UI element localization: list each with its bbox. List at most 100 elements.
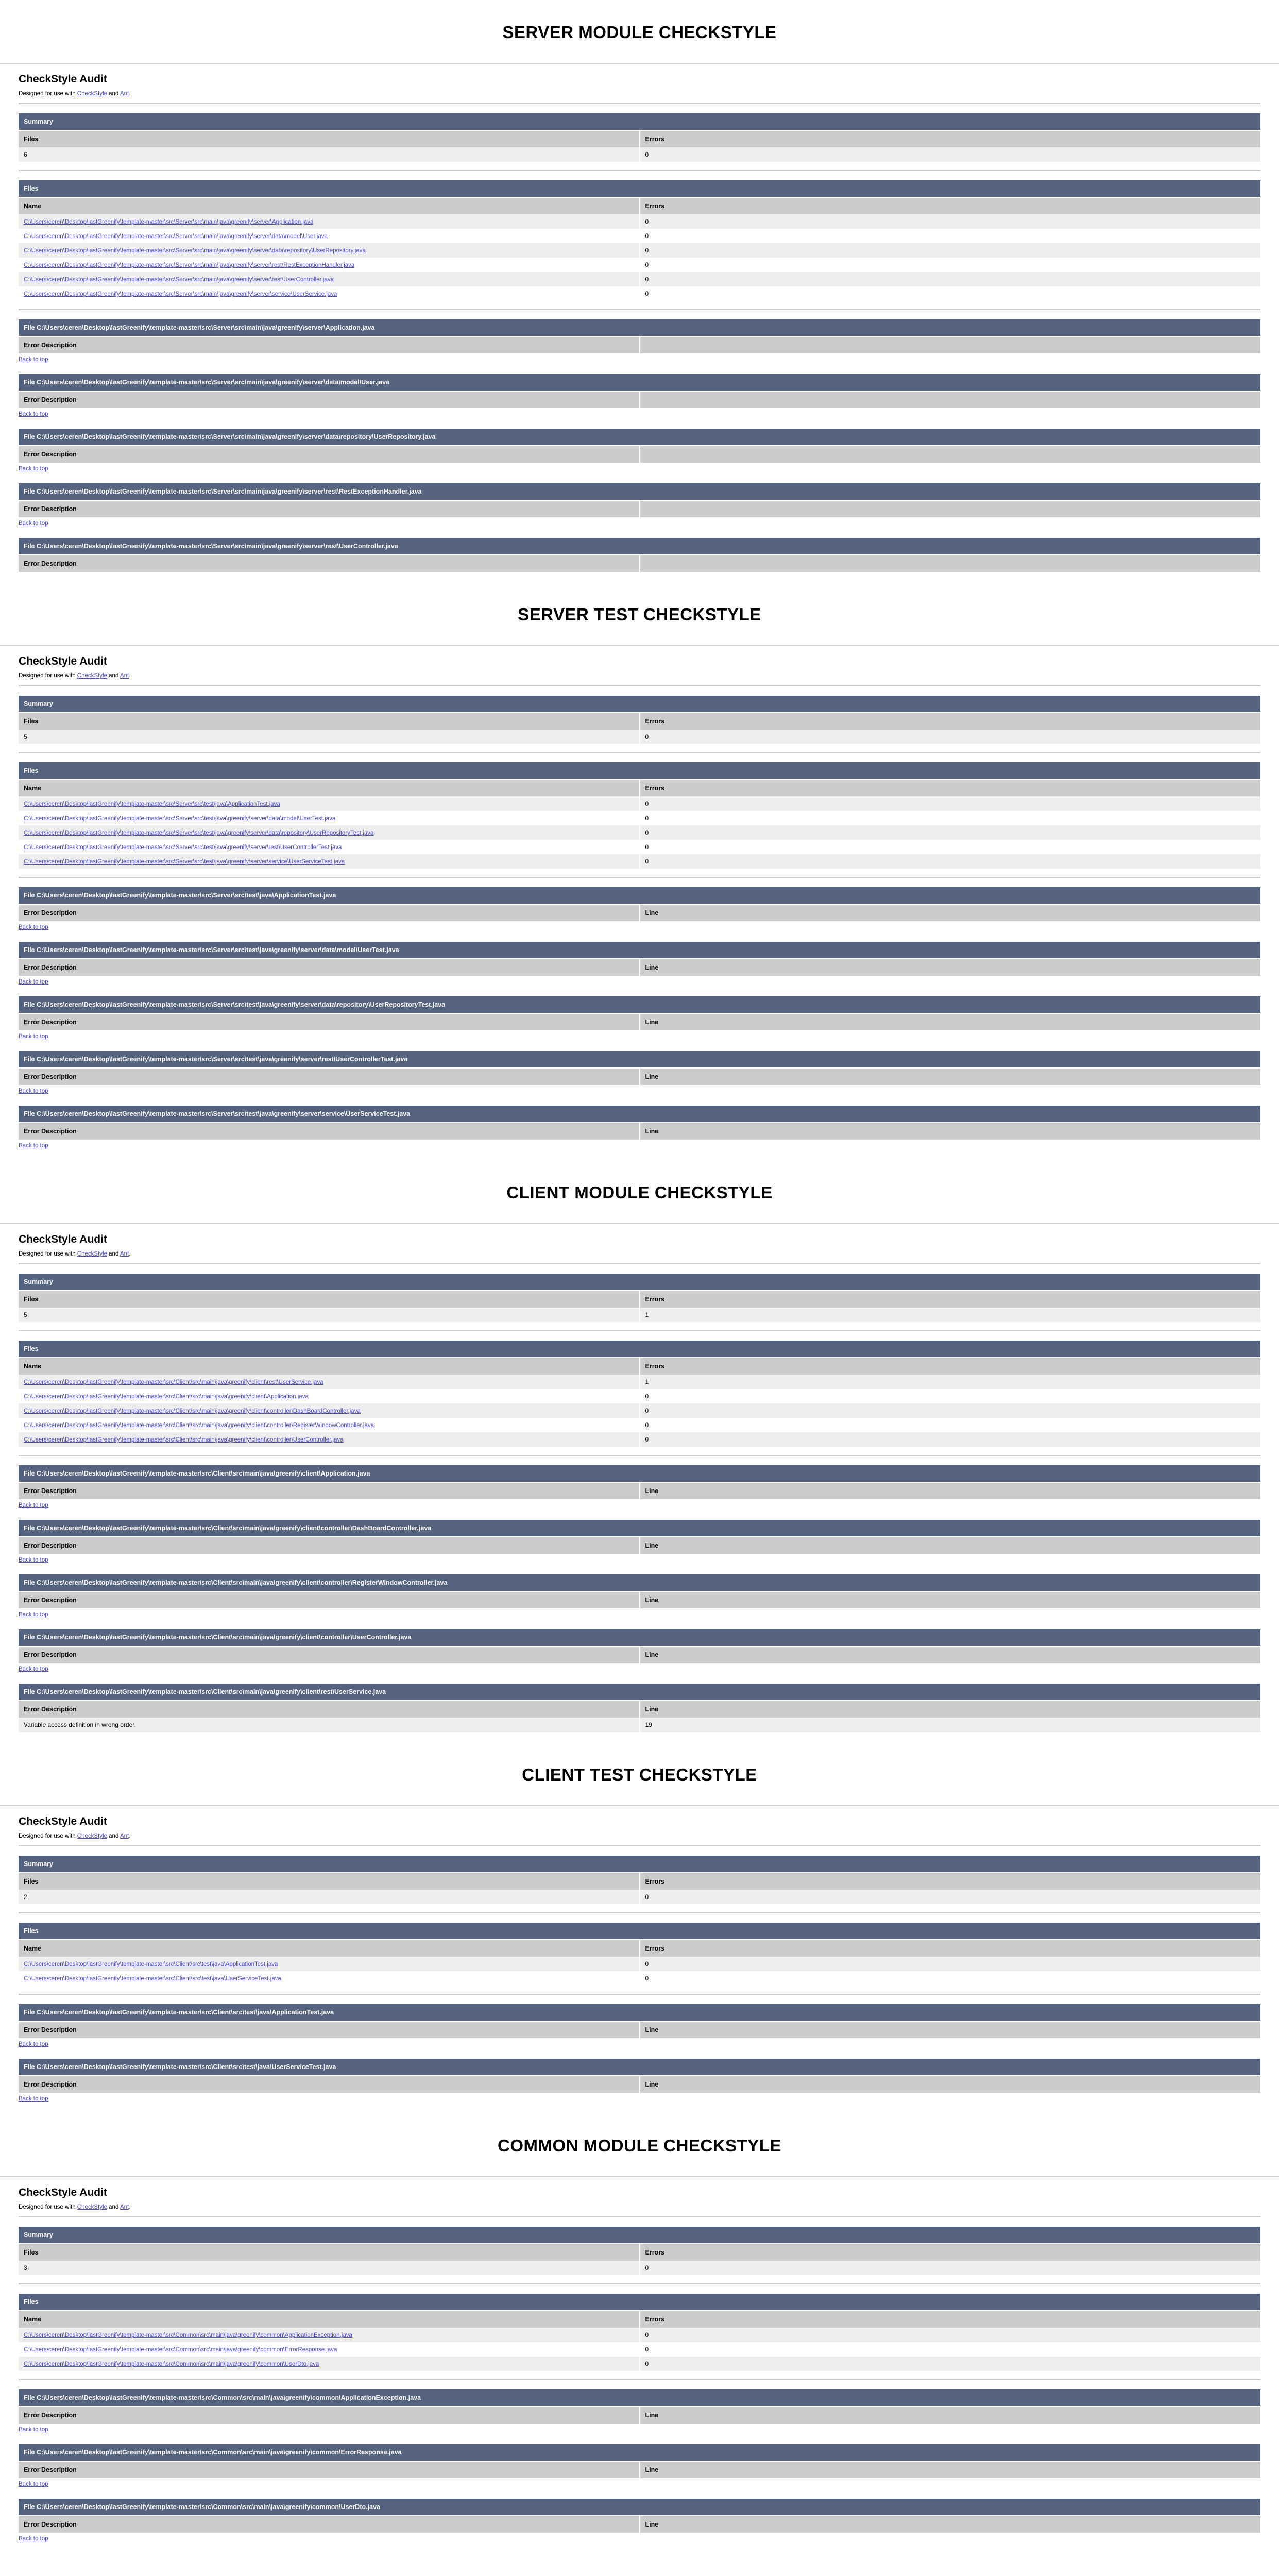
file-detail-path-label: File C:\Users\ceren\Desktop\lastGreenify… — [19, 1684, 1260, 1701]
file-path-link[interactable]: C:\Users\ceren\Desktop\lastGreenify\temp… — [24, 1379, 323, 1385]
col-line: Line — [639, 2516, 1260, 2533]
file-detail-path: C:\Users\ceren\Desktop\lastGreenify\temp… — [37, 1110, 411, 1117]
file-name-cell: C:\Users\ceren\Desktop\lastGreenify\temp… — [19, 286, 640, 301]
audit-subtitle: Designed for use with CheckStyle and Ant… — [19, 91, 1260, 97]
file-path-link[interactable]: C:\Users\ceren\Desktop\lastGreenify\temp… — [24, 1422, 374, 1429]
checkstyle-link[interactable]: CheckStyle — [77, 91, 107, 97]
file-path-link[interactable]: C:\Users\ceren\Desktop\lastGreenify\temp… — [24, 248, 366, 254]
file-path-link[interactable]: C:\Users\ceren\Desktop\lastGreenify\temp… — [24, 219, 314, 225]
checkstyle-link[interactable]: CheckStyle — [77, 2204, 107, 2210]
file-detail-header-row: Error Description — [19, 446, 1260, 463]
file-path-link[interactable]: C:\Users\ceren\Desktop\lastGreenify\temp… — [24, 1961, 278, 1968]
file-detail-block: File C:\Users\ceren\Desktop\lastGreenify… — [19, 319, 1260, 364]
file-name-cell: C:\Users\ceren\Desktop\lastGreenify\temp… — [19, 2357, 640, 2371]
back-to-top-link[interactable]: Back to top — [19, 2427, 48, 2433]
file-path-link[interactable]: C:\Users\ceren\Desktop\lastGreenify\temp… — [24, 291, 337, 297]
back-to-top-link[interactable]: Back to top — [19, 1502, 48, 1509]
file-detail-table: File C:\Users\ceren\Desktop\lastGreenify… — [19, 483, 1260, 517]
back-to-top-link[interactable]: Back to top — [19, 2041, 48, 2047]
divider — [19, 1455, 1260, 1456]
back-to-top-link[interactable]: Back to top — [19, 520, 48, 527]
back-to-top-link[interactable]: Back to top — [19, 2481, 48, 2487]
back-to-top-link[interactable]: Back to top — [19, 924, 48, 930]
divider — [19, 877, 1260, 878]
back-to-top-link[interactable]: Back to top — [19, 357, 48, 363]
col-line — [639, 555, 1260, 572]
back-to-top-link[interactable]: Back to top — [19, 1666, 48, 1672]
back-to-top-link[interactable]: Back to top — [19, 1088, 48, 1094]
back-to-top-link[interactable]: Back to top — [19, 2096, 48, 2102]
ant-link[interactable]: Ant — [120, 1251, 129, 1257]
file-label-prefix: File — [24, 2009, 37, 2016]
back-to-top-link[interactable]: Back to top — [19, 411, 48, 417]
summary-banner-label: Summary — [19, 1856, 1260, 1873]
file-detail-banner-row: File C:\Users\ceren\Desktop\lastGreenify… — [19, 887, 1260, 905]
file-error-count: 0 — [639, 1971, 1260, 1986]
file-name-cell: C:\Users\ceren\Desktop\lastGreenify\temp… — [19, 1432, 640, 1447]
file-error-count: 0 — [639, 796, 1260, 811]
file-path-link[interactable]: C:\Users\ceren\Desktop\lastGreenify\temp… — [24, 816, 336, 822]
summary-banner-label: Summary — [19, 1274, 1260, 1291]
file-path-link[interactable]: C:\Users\ceren\Desktop\lastGreenify\temp… — [24, 2361, 319, 2367]
back-to-top-link[interactable]: Back to top — [19, 1143, 48, 1149]
ant-link[interactable]: Ant — [120, 91, 129, 97]
back-to-top-link[interactable]: Back to top — [19, 1612, 48, 1618]
file-label-prefix: File — [24, 1634, 37, 1641]
ant-link[interactable]: Ant — [120, 2204, 129, 2210]
table-row: C:\Users\ceren\Desktop\lastGreenify\temp… — [19, 811, 1260, 825]
file-detail-path-label: File C:\Users\ceren\Desktop\lastGreenify… — [19, 2059, 1260, 2076]
checkstyle-link[interactable]: CheckStyle — [77, 1251, 107, 1257]
file-detail-header-row: Error Description Line — [19, 1646, 1260, 1663]
file-path-link[interactable]: C:\Users\ceren\Desktop\lastGreenify\temp… — [24, 233, 328, 240]
file-path-link[interactable]: C:\Users\ceren\Desktop\lastGreenify\temp… — [24, 2332, 352, 2338]
files-banner-label: Files — [19, 2294, 1260, 2311]
file-detail-banner-row: File C:\Users\ceren\Desktop\lastGreenify… — [19, 1051, 1260, 1069]
back-to-top-link[interactable]: Back to top — [19, 2536, 48, 2542]
file-detail-path: C:\Users\ceren\Desktop\lastGreenify\temp… — [37, 1056, 408, 1063]
error-row: Variable access definition in wrong orde… — [19, 1718, 1260, 1732]
file-detail-table: File C:\Users\ceren\Desktop\lastGreenify… — [19, 1684, 1260, 1732]
report-inner: CheckStyle Audit Designed for use with Ch… — [0, 2187, 1279, 2543]
table-row: C:\Users\ceren\Desktop\lastGreenify\temp… — [19, 854, 1260, 869]
col-error-description: Error Description — [19, 391, 640, 408]
divider — [19, 2216, 1260, 2217]
col-line — [639, 446, 1260, 463]
file-path-link[interactable]: C:\Users\ceren\Desktop\lastGreenify\temp… — [24, 844, 342, 851]
col-line: Line — [639, 1068, 1260, 1085]
file-detail-header-row: Error Description Line — [19, 2076, 1260, 2093]
col-error-description: Error Description — [19, 500, 640, 517]
file-path-link[interactable]: C:\Users\ceren\Desktop\lastGreenify\temp… — [24, 830, 374, 836]
file-path-link[interactable]: C:\Users\ceren\Desktop\lastGreenify\temp… — [24, 1437, 344, 1443]
file-path-link[interactable]: C:\Users\ceren\Desktop\lastGreenify\temp… — [24, 801, 280, 807]
ant-link[interactable]: Ant — [120, 673, 129, 679]
file-detail-path: C:\Users\ceren\Desktop\lastGreenify\temp… — [37, 1688, 386, 1696]
file-path-link[interactable]: C:\Users\ceren\Desktop\lastGreenify\temp… — [24, 859, 345, 865]
col-line: Line — [639, 1013, 1260, 1030]
back-to-top-link[interactable]: Back to top — [19, 1557, 48, 1563]
summary-banner-row: Summary — [19, 1856, 1260, 1873]
file-path-link[interactable]: C:\Users\ceren\Desktop\lastGreenify\temp… — [24, 1976, 281, 1982]
file-path-link[interactable]: C:\Users\ceren\Desktop\lastGreenify\temp… — [24, 277, 334, 283]
col-line: Line — [639, 1646, 1260, 1663]
summary-banner-label: Summary — [19, 113, 1260, 131]
checkstyle-link[interactable]: CheckStyle — [77, 1833, 107, 1839]
file-name-cell: C:\Users\ceren\Desktop\lastGreenify\temp… — [19, 258, 640, 272]
checkstyle-section-0: SERVER MODULE CHECKSTYLE CheckStyle Audit… — [0, 0, 1279, 572]
file-detail-path: C:\Users\ceren\Desktop\lastGreenify\temp… — [37, 2503, 380, 2511]
file-path-link[interactable]: C:\Users\ceren\Desktop\lastGreenify\temp… — [24, 2347, 337, 2353]
divider — [19, 309, 1260, 310]
file-name-cell: C:\Users\ceren\Desktop\lastGreenify\temp… — [19, 1389, 640, 1403]
file-path-link[interactable]: C:\Users\ceren\Desktop\lastGreenify\temp… — [24, 1408, 361, 1414]
back-to-top-link[interactable]: Back to top — [19, 1033, 48, 1040]
files-banner-row: Files — [19, 1341, 1260, 1358]
back-to-top-link[interactable]: Back to top — [19, 466, 48, 472]
file-detail-path-label: File C:\Users\ceren\Desktop\lastGreenify… — [19, 2004, 1260, 2022]
ant-link[interactable]: Ant — [120, 1833, 129, 1839]
col-error-description: Error Description — [19, 2021, 640, 2038]
checkstyle-link[interactable]: CheckStyle — [77, 673, 107, 679]
file-path-link[interactable]: C:\Users\ceren\Desktop\lastGreenify\temp… — [24, 262, 355, 268]
file-path-link[interactable]: C:\Users\ceren\Desktop\lastGreenify\temp… — [24, 1394, 309, 1400]
file-error-count: 0 — [639, 2328, 1260, 2342]
back-to-top-link[interactable]: Back to top — [19, 979, 48, 985]
